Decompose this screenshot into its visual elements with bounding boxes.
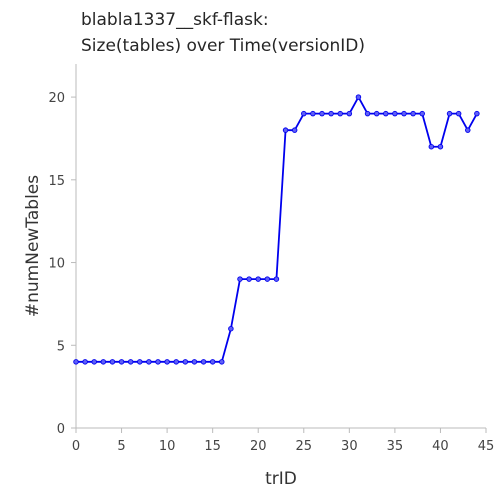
data-point: [273, 276, 280, 282]
data-point: [100, 359, 107, 365]
data-point: [337, 110, 343, 117]
data-point: [301, 110, 307, 117]
data-point: [419, 110, 425, 117]
data-point: [255, 276, 261, 282]
data-point: [346, 110, 353, 117]
data-point: [364, 110, 371, 117]
data-point: [455, 110, 462, 117]
data-point: [73, 359, 79, 365]
x-tick-label: 45: [478, 439, 495, 454]
data-point: [109, 359, 116, 365]
data-point: [355, 94, 362, 100]
data-point: [446, 110, 453, 117]
data-point: [465, 127, 471, 133]
data-point: [127, 359, 134, 365]
series-layer: [73, 94, 480, 365]
data-point: [437, 143, 444, 150]
x-tick-label: 35: [387, 439, 404, 454]
x-tick-label: 0: [72, 439, 80, 454]
data-point: [410, 110, 416, 117]
data-point: [291, 127, 298, 133]
series-line: [76, 96, 478, 363]
data-point: [219, 359, 225, 365]
y-tick-label: 20: [48, 91, 65, 106]
data-point: [191, 359, 198, 365]
data-point: [118, 359, 125, 365]
data-point: [319, 110, 325, 117]
y-tick-label: 10: [48, 257, 65, 272]
x-tick-label: 5: [117, 439, 125, 454]
data-point: [474, 110, 480, 117]
data-point: [401, 110, 407, 117]
data-point: [155, 359, 161, 365]
data-point: [282, 127, 289, 133]
data-point: [137, 359, 143, 365]
data-point: [82, 359, 88, 365]
x-tick-label: 40: [432, 439, 449, 454]
x-tick-label: 30: [341, 439, 358, 454]
y-axis-label: #numNewTables: [23, 175, 43, 317]
x-tick-label: 10: [159, 439, 176, 454]
data-point: [182, 359, 189, 365]
x-ticks: 0 5 10 15 20 25 30 35 40 45: [72, 428, 494, 454]
data-point: [310, 110, 316, 117]
y-tick-label: 5: [57, 339, 65, 354]
y-tick-label: 0: [57, 422, 65, 437]
x-tick-label: 20: [250, 439, 267, 454]
data-point: [164, 359, 170, 365]
data-point: [200, 359, 207, 365]
data-point: [392, 110, 398, 117]
data-point: [146, 359, 152, 365]
x-axis-label: trID: [265, 469, 297, 489]
y-tick-label: 15: [48, 174, 65, 189]
data-point: [264, 276, 271, 282]
data-point: [228, 325, 234, 332]
chart-title-line-2: Size(tables) over Time(versionID): [81, 36, 365, 56]
data-point: [209, 359, 216, 365]
data-point: [373, 110, 380, 117]
y-ticks: 0 5 10 15 20: [48, 91, 76, 437]
data-point: [91, 359, 97, 365]
data-point: [383, 110, 389, 117]
data-point: [173, 359, 179, 365]
x-tick-label: 25: [296, 439, 313, 454]
data-point: [328, 110, 334, 117]
data-point: [428, 143, 435, 150]
chart-title-line-1: blabla1337__skf-flask:: [81, 10, 269, 30]
data-point: [237, 276, 243, 282]
data-point: [246, 276, 252, 282]
x-tick-label: 15: [204, 439, 221, 454]
